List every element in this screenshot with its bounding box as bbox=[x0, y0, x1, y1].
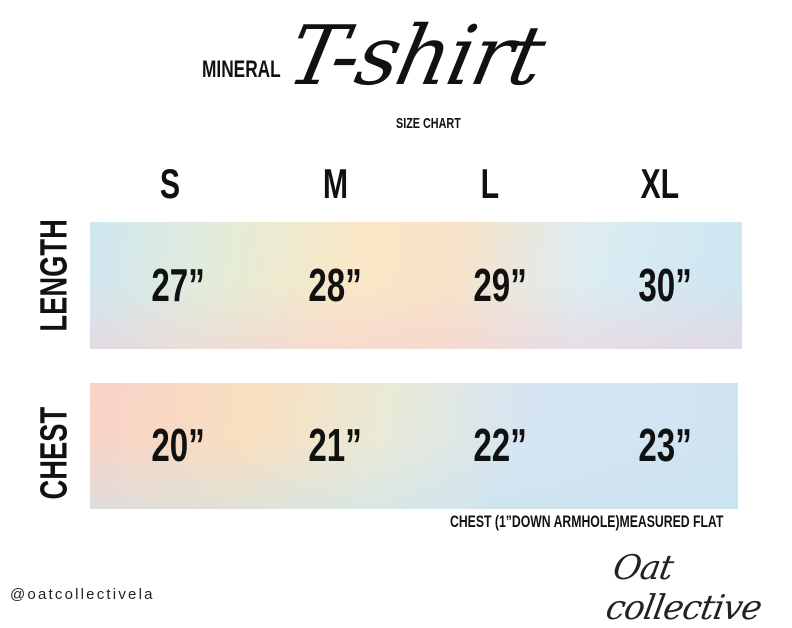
size-header-xl: XL bbox=[640, 160, 680, 207]
brand-word: MINERAL bbox=[202, 56, 281, 83]
subtitle: SIZE CHART bbox=[396, 115, 461, 132]
size-header-s: S bbox=[159, 160, 181, 207]
size-header-l: L bbox=[480, 160, 500, 207]
chest-row-band bbox=[90, 383, 738, 509]
length-xl: 30” bbox=[638, 259, 692, 311]
row-label-length: LENGTH bbox=[33, 219, 76, 332]
length-row-band bbox=[90, 222, 742, 349]
chest-s: 20” bbox=[151, 419, 205, 471]
measurement-note: CHEST (1”DOWN ARMHOLE)MEASURED FLAT bbox=[450, 512, 724, 531]
size-header-m: M bbox=[322, 160, 348, 207]
chest-m: 21” bbox=[308, 419, 362, 471]
title-script: T-shirt bbox=[280, 9, 552, 104]
chest-l: 22” bbox=[473, 419, 527, 471]
chest-xl: 23” bbox=[638, 419, 692, 471]
length-s: 27” bbox=[151, 259, 205, 311]
length-m: 28” bbox=[308, 259, 362, 311]
length-l: 29” bbox=[473, 259, 527, 311]
social-handle: @oatcollectivela bbox=[10, 586, 155, 603]
brand-logo: Oat collective bbox=[602, 548, 765, 628]
row-label-chest: CHEST bbox=[33, 407, 76, 500]
